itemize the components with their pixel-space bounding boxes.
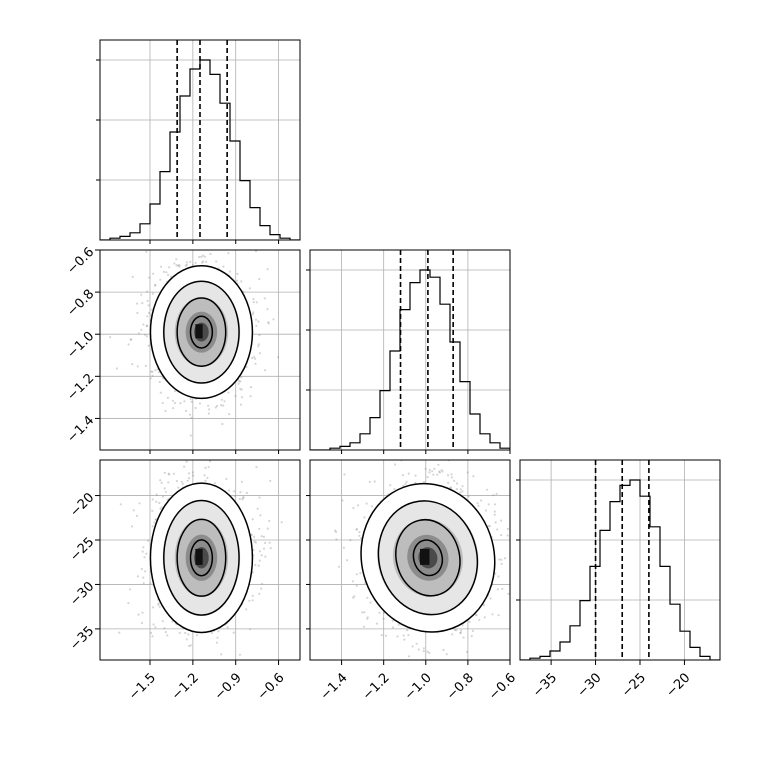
contour-line-1-0-0 (149, 265, 254, 400)
x-tick-label-1-0: −1.4 (318, 670, 351, 703)
x-tick-label-2-1: −30 (575, 670, 605, 700)
histogram-steps-2 (520, 479, 720, 660)
x-tick-label-2-0: −35 (530, 670, 560, 700)
density-frame-1-0 (99, 249, 301, 451)
histogram-frame-1 (309, 249, 511, 451)
y-tick-label-1-1: −1.2 (64, 371, 97, 404)
contour-line-2-0-2 (176, 518, 227, 597)
y-tick-label-2-0: −35 (67, 624, 97, 654)
contour-line-2-0-1 (163, 499, 240, 616)
histogram-steps-1 (310, 269, 510, 450)
y-tick-label-2-2: −25 (67, 535, 97, 565)
contour-line-2-1-3 (412, 539, 444, 577)
y-tick-label-2-3: −20 (67, 490, 97, 520)
x-tick-label-2-2: −25 (619, 670, 649, 700)
contour-line-2-0-3 (189, 539, 214, 577)
contour-line-2-1-0 (360, 482, 496, 633)
contour-line-2-1-1 (377, 500, 479, 616)
contour-line-1-0-2 (176, 297, 227, 367)
x-tick-label-1-3: −0.8 (444, 670, 477, 703)
density-panel-1-0 (99, 249, 301, 451)
y-tick-label-2-1: −30 (67, 579, 97, 609)
x-tick-label-2-3: −20 (663, 670, 693, 700)
density-frame-2-0 (99, 459, 301, 661)
histogram-panel-2 (516, 459, 721, 661)
x-tick-label-0-3: −0.6 (255, 670, 288, 703)
y-tick-label-1-2: −1.0 (64, 329, 97, 362)
histogram-frame-0 (99, 39, 301, 241)
density-panel-2-0 (99, 459, 301, 661)
x-tick-label-1-4: −0.6 (486, 670, 519, 703)
contour-line-1-0-1 (163, 280, 240, 384)
density-frame-2-1 (309, 459, 511, 661)
density-panel-2-1 (309, 459, 511, 661)
x-tick-label-0-0: −1.5 (126, 670, 159, 703)
x-tick-label-0-1: −1.2 (169, 670, 202, 703)
density-peak-2-0 (195, 548, 203, 565)
contour-line-2-1-2 (395, 519, 461, 597)
density-peak-2-1 (420, 548, 430, 565)
x-tick-label-1-2: −1.0 (402, 670, 435, 703)
histogram-panel-0 (96, 39, 301, 241)
x-tick-label-1-1: −1.2 (360, 670, 393, 703)
contour-line-1-0-3 (189, 315, 214, 349)
density-peak-1-0 (195, 324, 203, 339)
y-tick-label-1-4: −0.6 (64, 245, 97, 278)
histogram-frame-2 (519, 459, 721, 661)
x-tick-label-0-2: −0.9 (212, 670, 245, 703)
contour-line-2-0-0 (149, 482, 254, 634)
y-tick-label-1-3: −0.8 (64, 287, 97, 320)
histogram-panel-1 (306, 249, 511, 451)
y-tick-label-1-0: −1.4 (64, 413, 97, 446)
